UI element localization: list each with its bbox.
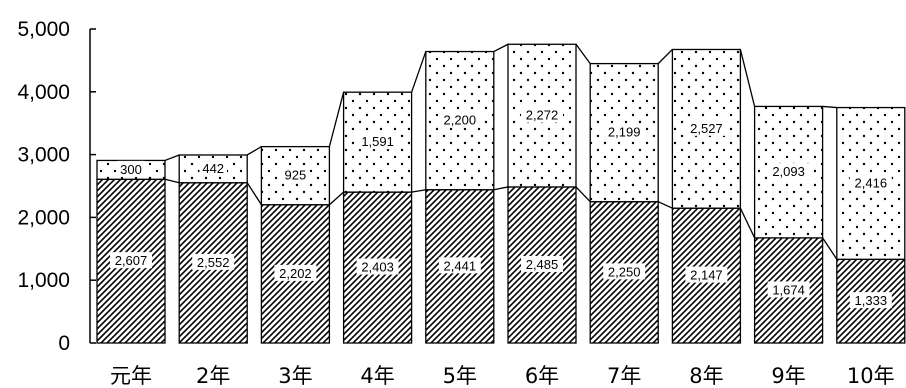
data-label-upper-bg bbox=[521, 106, 563, 123]
y-tick-label: 0 bbox=[58, 332, 70, 355]
data-label-upper: 2,200 bbox=[444, 113, 477, 128]
x-category-label: 3年 bbox=[278, 364, 312, 388]
data-label-lower-bg bbox=[767, 281, 810, 298]
data-label-lower: 2,441 bbox=[444, 258, 477, 273]
data-label-lower-bg bbox=[521, 255, 563, 272]
data-label-upper: 2,199 bbox=[608, 125, 641, 140]
data-label-upper: 1,591 bbox=[361, 134, 394, 149]
connector-line-upper bbox=[739, 49, 756, 107]
data-label-lower-bg bbox=[192, 253, 235, 270]
data-label-upper-bg bbox=[438, 111, 481, 128]
x-category-label: 2年 bbox=[196, 364, 230, 388]
data-label-lower-bg bbox=[438, 257, 481, 274]
connector-line-lower bbox=[822, 237, 838, 260]
connector-line-upper bbox=[164, 154, 180, 162]
x-category-label: 元年 bbox=[110, 364, 152, 388]
data-label-lower-bg bbox=[274, 264, 317, 281]
data-label-upper: 2,527 bbox=[690, 121, 723, 136]
x-category-label: 4年 bbox=[360, 364, 394, 388]
data-label-lower: 2,147 bbox=[690, 268, 723, 283]
y-tick-label: 1,000 bbox=[17, 269, 70, 292]
connector-line-upper bbox=[575, 43, 591, 64]
x-category-label: 9年 bbox=[771, 364, 805, 388]
data-label-lower: 2,607 bbox=[115, 253, 148, 268]
y-tick-label: 4,000 bbox=[17, 81, 70, 104]
connector-line-upper bbox=[410, 51, 427, 93]
data-label-lower: 2,250 bbox=[608, 264, 641, 279]
data-label-upper: 925 bbox=[285, 168, 307, 183]
data-label-upper: 442 bbox=[202, 161, 224, 176]
connector-line-lower bbox=[493, 186, 509, 191]
data-label-upper: 2,416 bbox=[855, 175, 888, 190]
connector-line-lower bbox=[575, 186, 591, 203]
data-label-upper-bg bbox=[356, 133, 399, 150]
connector-line-upper bbox=[246, 146, 262, 156]
data-label-lower: 1,333 bbox=[855, 293, 888, 308]
data-label-upper: 300 bbox=[120, 162, 142, 177]
data-label-lower: 2,403 bbox=[361, 260, 394, 275]
connector-line-upper bbox=[328, 92, 345, 147]
data-label-upper-bg bbox=[117, 160, 145, 177]
data-label-upper-bg bbox=[849, 174, 892, 191]
connector-line-lower bbox=[164, 178, 180, 184]
data-label-lower: 1,674 bbox=[772, 282, 805, 297]
data-label-upper-bg bbox=[603, 123, 646, 140]
y-tick-label: 5,000 bbox=[17, 18, 70, 41]
connector-line-lower bbox=[328, 191, 345, 206]
data-label-lower-bg bbox=[110, 252, 152, 269]
data-label-upper: 2,272 bbox=[526, 108, 559, 123]
connector-line-lower bbox=[657, 201, 673, 209]
connector-line-upper bbox=[657, 49, 673, 65]
data-label-lower-bg bbox=[356, 258, 399, 275]
x-category-label: 8年 bbox=[689, 364, 723, 388]
connector-line-upper bbox=[493, 43, 509, 53]
y-tick-label: 2,000 bbox=[17, 206, 70, 229]
x-category-label: 6年 bbox=[525, 364, 559, 388]
data-label-lower-bg bbox=[849, 292, 892, 309]
data-label-lower-bg bbox=[603, 263, 646, 280]
connector-line-lower bbox=[411, 189, 426, 193]
data-label-upper: 2,093 bbox=[772, 164, 805, 179]
data-label-upper-bg bbox=[685, 119, 728, 136]
data-label-upper-bg bbox=[767, 163, 810, 180]
x-category-label: 10年 bbox=[847, 364, 895, 388]
data-label-lower: 2,202 bbox=[279, 266, 312, 281]
data-label-lower: 2,485 bbox=[526, 257, 559, 272]
x-category-label: 7年 bbox=[607, 364, 641, 388]
connector-line-upper bbox=[822, 105, 837, 109]
data-label-upper-bg bbox=[199, 159, 227, 176]
data-label-upper-bg bbox=[281, 166, 310, 183]
y-tick-label: 3,000 bbox=[17, 144, 70, 167]
x-category-label: 5年 bbox=[443, 364, 477, 388]
data-label-lower-bg bbox=[685, 266, 728, 283]
data-label-lower: 2,552 bbox=[197, 255, 230, 270]
connector-line-lower bbox=[246, 182, 262, 206]
connector-line-lower bbox=[739, 207, 756, 239]
